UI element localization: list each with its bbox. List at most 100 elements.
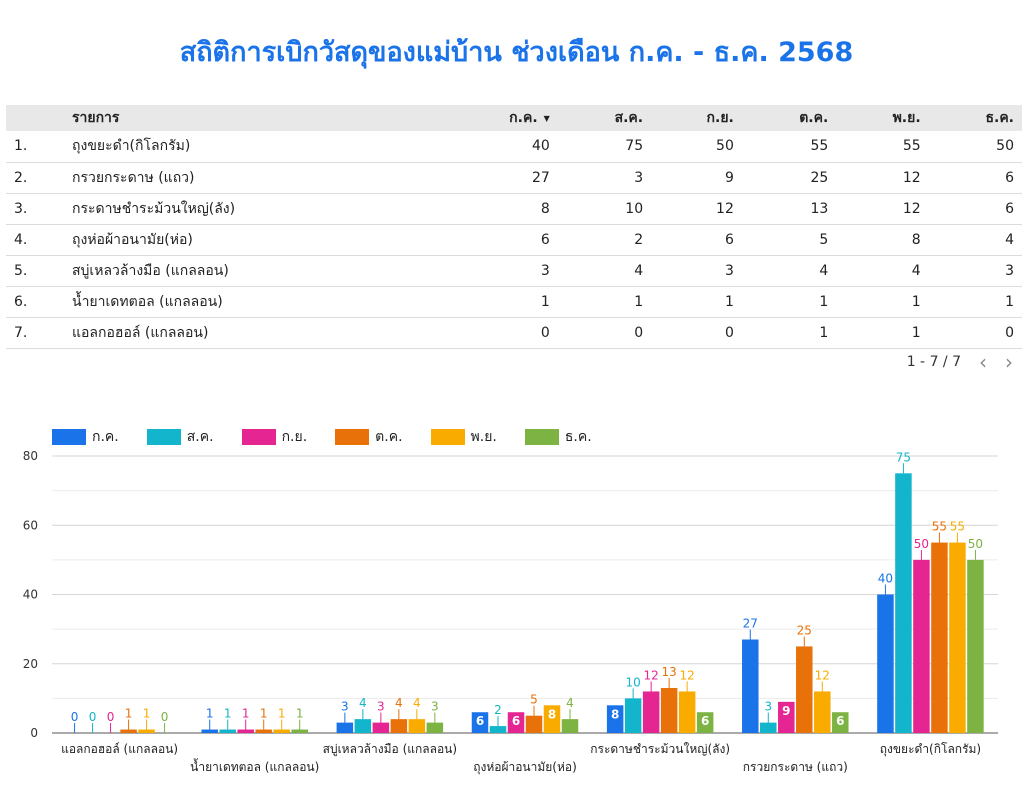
- bar-data-label: 40: [878, 572, 893, 586]
- x-category-label: สบู่เหลวล้างมือ (แกลลอน): [323, 742, 457, 757]
- bar-data-label: 12: [680, 668, 695, 682]
- bar: [138, 729, 155, 733]
- row-value-cell: 3: [724, 262, 734, 279]
- row-value-cell: 8: [911, 231, 921, 248]
- legend-swatch: [146, 429, 181, 445]
- legend-item[interactable]: ต.ค.: [335, 426, 403, 448]
- bar: [696, 712, 714, 733]
- legend-swatch: [335, 429, 370, 445]
- legend-item[interactable]: ก.ค.: [52, 426, 119, 448]
- chevron-left-icon[interactable]: ‹: [979, 350, 987, 374]
- row-value-cell: 6: [724, 231, 734, 248]
- bar-data-label: 55: [950, 520, 965, 534]
- row-value-cell: 6: [1005, 169, 1014, 186]
- bar-data-label: 75: [896, 450, 911, 464]
- header-month-jul[interactable]: ก.ค. ▼: [439, 105, 558, 131]
- row-value-cell: 27: [531, 169, 550, 186]
- row-value-cell: 4: [819, 262, 829, 279]
- legend-swatch: [52, 429, 86, 445]
- header-month-aug[interactable]: ส.ค.: [614, 110, 644, 126]
- y-tick-label: 80: [23, 449, 38, 463]
- bar-data-label: 4: [359, 696, 367, 710]
- table-row: 6. น้ำยาเดทตอล (แกลลอน) 1 1 1 1 1 1: [6, 286, 1022, 317]
- legend-swatch: [524, 429, 559, 445]
- bar-data-label: 1: [260, 707, 268, 721]
- bar: [967, 559, 984, 733]
- legend-item[interactable]: ธ.ค.: [524, 426, 592, 448]
- row-value-cell: 50: [996, 138, 1014, 155]
- bar-data-label: 1: [206, 707, 214, 721]
- row-index: 1.: [14, 138, 28, 155]
- data-table: รายการ ก.ค. ▼ ส.ค. ก.ย. ต.ค. พ.ย. ธ.ค. 1.…: [6, 105, 1022, 349]
- legend-label: ธ.ค.: [564, 429, 592, 445]
- bar-data-label: 10: [626, 675, 641, 689]
- bar-data-label: 4: [413, 696, 421, 710]
- table-row: 3. กระดาษชำระม้วนใหญ่(ลัง) 8 10 12 13 12 6: [6, 193, 1022, 224]
- legend-item[interactable]: ส.ค.: [146, 426, 214, 448]
- bar: [895, 473, 912, 733]
- bar: [931, 542, 948, 733]
- row-index: 4.: [14, 231, 28, 248]
- row-value-cell: 1: [634, 293, 644, 310]
- bar-data-label: 1: [143, 707, 151, 721]
- chevron-right-icon[interactable]: ›: [1005, 350, 1013, 374]
- bar: [219, 729, 236, 733]
- y-tick-label: 20: [23, 657, 38, 671]
- legend-item[interactable]: พ.ย.: [430, 426, 497, 448]
- legend-swatch: [241, 429, 276, 445]
- legend-label: ต.ค.: [375, 429, 403, 445]
- x-category-label: ถุงขยะดำ(กิโลกรัม): [880, 742, 981, 757]
- bar-data-label: 50: [914, 537, 929, 551]
- row-value-cell: 3: [634, 169, 644, 186]
- x-category-label: กระดาษชำระม้วนใหญ่(ลัง): [590, 742, 730, 756]
- bar: [408, 719, 426, 733]
- row-value-cell: 4: [1005, 231, 1014, 248]
- header-month-sep[interactable]: ก.ย.: [706, 110, 734, 126]
- bar: [471, 712, 489, 733]
- row-value-cell: 6: [540, 231, 550, 248]
- bar-data-label: 25: [797, 623, 812, 637]
- header-item[interactable]: รายการ: [72, 110, 120, 126]
- row-value-cell: 1: [724, 293, 734, 310]
- row-value-cell: 12: [716, 200, 734, 217]
- bar: [255, 729, 272, 733]
- bar: [760, 722, 777, 733]
- bar-data-label: 2: [494, 703, 502, 717]
- bar-data-label: 6: [476, 714, 484, 728]
- row-value-cell: 4: [634, 262, 644, 279]
- bar: [489, 726, 507, 733]
- bar: [273, 729, 290, 733]
- row-value-cell: 40: [531, 138, 550, 155]
- bar-data-label: 1: [278, 707, 286, 721]
- row-value-cell: 55: [810, 138, 829, 155]
- bar: [507, 712, 525, 733]
- legend-item[interactable]: ก.ย.: [241, 426, 308, 448]
- bar: [624, 698, 642, 733]
- row-value-cell: 2: [634, 231, 644, 248]
- row-value-cell: 1: [911, 324, 921, 341]
- header-month-dec[interactable]: ธ.ค.: [985, 110, 1014, 126]
- legend-label: ก.ย.: [281, 429, 308, 445]
- legend-swatch: [430, 429, 465, 445]
- table-row: 4. ถุงห่อผ้าอนามัย(ห่อ) 6 2 6 5 8 4: [6, 224, 1022, 255]
- bar: [120, 729, 137, 733]
- bar: [291, 729, 308, 733]
- row-item-name: แอลกอฮอล์ (แกลลอน): [72, 324, 209, 341]
- row-value-cell: 1: [819, 293, 829, 310]
- bar: [390, 719, 408, 733]
- bar-data-label: 0: [107, 710, 115, 724]
- bar: [426, 722, 444, 733]
- row-value-cell: 3: [1005, 262, 1014, 279]
- table-row: 1. ถุงขยะดำ(กิโลกรัม) 40 75 50 55 55 50: [6, 131, 1022, 162]
- row-value-cell: 1: [540, 293, 550, 310]
- header-month-oct[interactable]: ต.ค.: [799, 110, 829, 126]
- pager-range: 1 - 7 / 7: [906, 354, 961, 370]
- table-header-row: รายการ ก.ค. ▼ ส.ค. ก.ย. ต.ค. พ.ย. ธ.ค.: [6, 105, 1022, 131]
- bar-data-label: 1: [125, 707, 133, 721]
- bar-data-label: 27: [743, 617, 758, 631]
- bar: [237, 729, 254, 733]
- row-value-cell: 12: [902, 169, 921, 186]
- header-month-nov[interactable]: พ.ย.: [892, 110, 921, 126]
- row-item-name: กรวยกระดาษ (แถว): [72, 169, 195, 186]
